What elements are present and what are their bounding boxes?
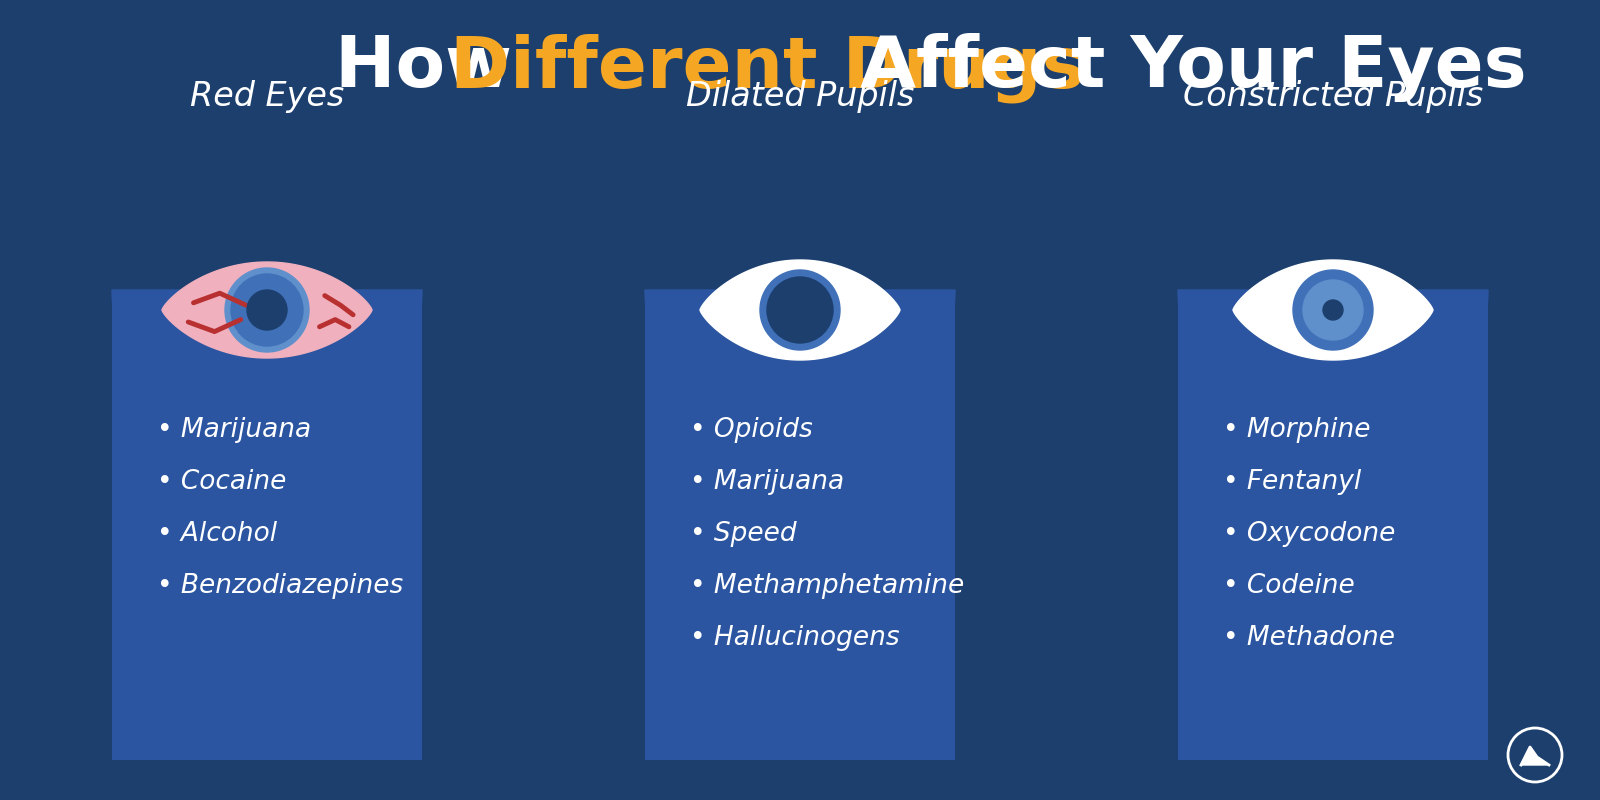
- Text: • Opioids: • Opioids: [690, 417, 813, 443]
- Text: How: How: [334, 34, 538, 102]
- Circle shape: [230, 274, 302, 346]
- Polygon shape: [1178, 290, 1488, 445]
- Text: • Alcohol: • Alcohol: [157, 521, 277, 547]
- Circle shape: [766, 277, 834, 343]
- Polygon shape: [645, 290, 955, 445]
- Circle shape: [1323, 300, 1342, 320]
- Text: Red Eyes: Red Eyes: [190, 80, 344, 113]
- Circle shape: [246, 290, 286, 330]
- Text: • Morphine: • Morphine: [1222, 417, 1371, 443]
- Polygon shape: [162, 262, 371, 358]
- FancyBboxPatch shape: [112, 290, 422, 760]
- FancyBboxPatch shape: [1178, 290, 1488, 760]
- Text: • Codeine: • Codeine: [1222, 573, 1355, 599]
- Circle shape: [1302, 280, 1363, 340]
- Text: • Oxycodone: • Oxycodone: [1222, 521, 1395, 547]
- FancyBboxPatch shape: [645, 290, 955, 760]
- Text: • Marijuana: • Marijuana: [157, 417, 310, 443]
- Circle shape: [1293, 270, 1373, 350]
- Polygon shape: [1234, 260, 1434, 360]
- Circle shape: [760, 270, 840, 350]
- Text: Dilated Pupils: Dilated Pupils: [686, 80, 914, 113]
- Text: • Methadone: • Methadone: [1222, 625, 1395, 651]
- Text: Constricted Pupils: Constricted Pupils: [1182, 80, 1483, 113]
- Text: • Hallucinogens: • Hallucinogens: [690, 625, 899, 651]
- Text: • Marijuana: • Marijuana: [690, 469, 845, 495]
- Text: • Methamphetamine: • Methamphetamine: [690, 573, 965, 599]
- Polygon shape: [1522, 747, 1549, 765]
- Polygon shape: [701, 260, 899, 360]
- Text: • Benzodiazepines: • Benzodiazepines: [157, 573, 403, 599]
- Text: • Speed: • Speed: [690, 521, 797, 547]
- Text: Affect Your Eyes: Affect Your Eyes: [835, 34, 1526, 102]
- Text: Different Drugs: Different Drugs: [450, 34, 1085, 102]
- Circle shape: [226, 268, 309, 352]
- Polygon shape: [112, 290, 422, 445]
- Text: • Fentanyl: • Fentanyl: [1222, 469, 1362, 495]
- Text: • Cocaine: • Cocaine: [157, 469, 286, 495]
